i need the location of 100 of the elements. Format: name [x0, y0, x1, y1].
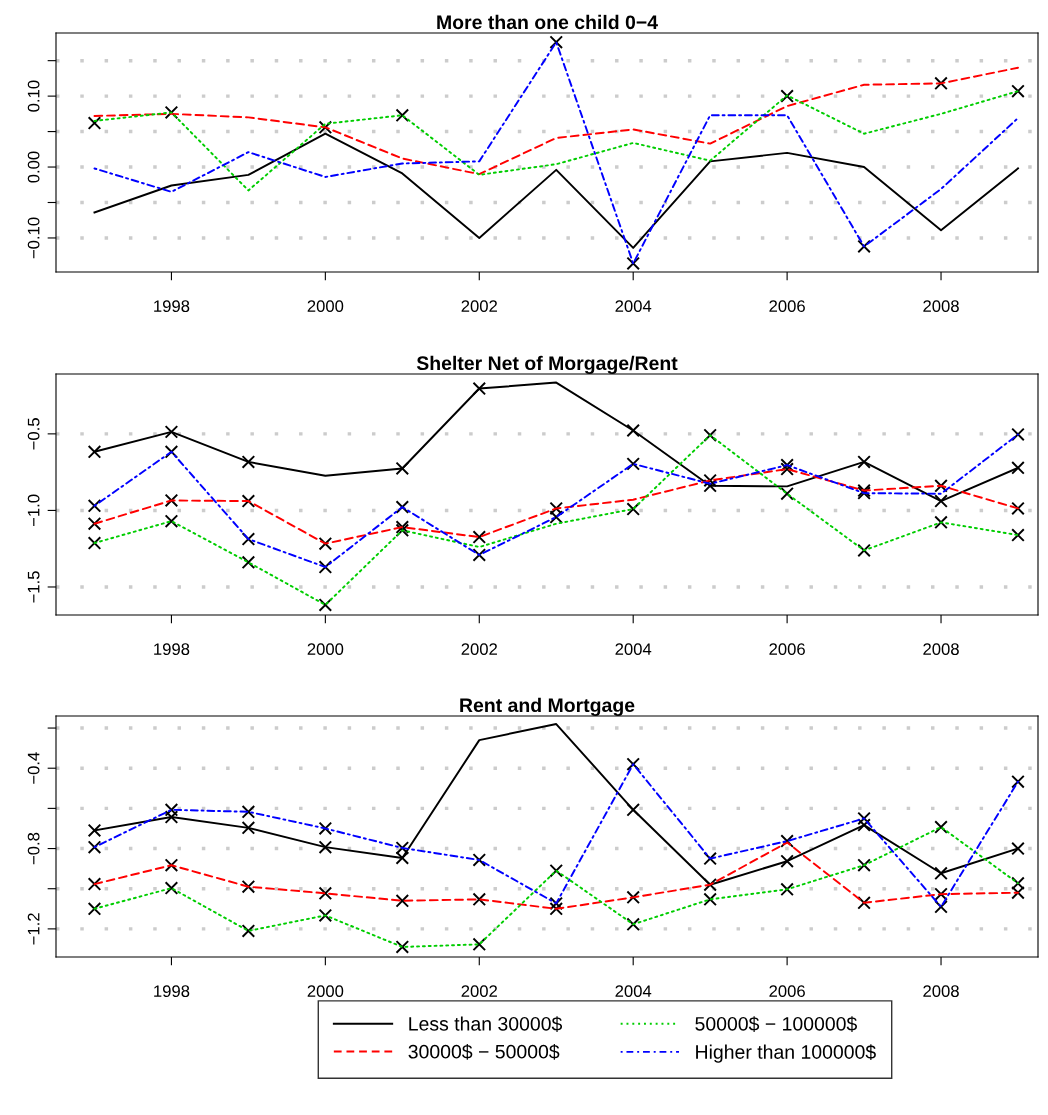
point — [472, 892, 487, 907]
line-series — [93, 90, 1019, 192]
point — [87, 823, 102, 838]
point — [318, 598, 333, 612]
point — [857, 239, 871, 254]
point — [241, 821, 256, 835]
point — [780, 486, 794, 501]
x-tick-label: 2008 — [923, 300, 959, 313]
point — [780, 834, 794, 848]
point — [318, 908, 333, 923]
point — [241, 494, 256, 508]
point — [857, 455, 871, 469]
x-tick-label: 2006 — [769, 985, 805, 998]
point — [164, 514, 179, 528]
point — [626, 803, 640, 817]
y-tick-label: −0.10 — [27, 217, 40, 259]
point — [472, 853, 487, 867]
point — [472, 937, 487, 952]
point — [241, 455, 256, 469]
point — [318, 821, 333, 836]
chart-title: Shelter Net of Morgage/Rent — [416, 355, 678, 374]
point — [934, 515, 948, 530]
legend-label: Higher than 100000$ — [696, 1044, 876, 1063]
point — [703, 892, 717, 907]
point — [626, 256, 640, 271]
point — [934, 887, 948, 901]
x-tick-label: 2002 — [461, 985, 497, 998]
point — [934, 494, 948, 508]
point — [1011, 841, 1025, 856]
point — [395, 523, 410, 538]
point — [164, 105, 179, 120]
point — [87, 445, 102, 459]
point — [857, 811, 871, 826]
point — [626, 502, 640, 516]
line-series — [93, 468, 1019, 545]
point — [780, 462, 794, 476]
point — [626, 457, 640, 471]
point — [241, 532, 256, 546]
point — [318, 536, 333, 551]
x-tick-label: 2004 — [615, 300, 652, 313]
point — [318, 560, 333, 574]
legend-label: 50000$ − 100000$ — [695, 1016, 857, 1032]
x-tick-label: 2002 — [461, 643, 497, 656]
point — [164, 425, 179, 439]
point — [934, 76, 948, 91]
point — [549, 501, 564, 516]
point — [703, 877, 717, 892]
point — [395, 108, 410, 123]
point — [934, 900, 948, 914]
point — [1011, 84, 1025, 98]
point — [87, 516, 102, 531]
point — [1011, 774, 1025, 789]
x-tick-label: 2006 — [769, 300, 805, 313]
point — [549, 510, 564, 524]
point — [549, 896, 564, 911]
point — [164, 858, 179, 872]
point — [395, 841, 410, 855]
line-series — [93, 763, 1019, 908]
point — [703, 851, 717, 866]
line-series — [93, 66, 1019, 176]
point — [1011, 528, 1025, 542]
point — [1011, 885, 1025, 900]
point — [241, 879, 256, 894]
point — [703, 478, 717, 493]
point — [318, 886, 333, 901]
y-tick-label: −0.4 — [27, 752, 40, 784]
point — [857, 895, 871, 910]
point — [164, 881, 179, 895]
point — [472, 548, 487, 562]
point — [164, 810, 179, 824]
point — [549, 35, 564, 49]
point — [472, 381, 487, 396]
point — [1011, 876, 1025, 891]
point — [164, 493, 179, 508]
point — [87, 499, 102, 513]
point — [87, 536, 102, 550]
line-series — [93, 433, 1019, 569]
point — [241, 555, 256, 570]
x-tick-label: 2000 — [307, 300, 344, 313]
x-tick-label: 2004 — [615, 643, 652, 656]
point — [857, 543, 871, 558]
point — [934, 866, 948, 881]
point — [87, 116, 102, 130]
chart-title: More than one child 0−4 — [437, 14, 658, 30]
point — [780, 89, 794, 103]
line-series — [93, 841, 1019, 910]
x-tick-label: 2000 — [307, 643, 344, 656]
line-series — [93, 41, 1019, 265]
point — [1011, 501, 1025, 516]
point — [395, 500, 410, 514]
point — [87, 902, 102, 916]
point — [395, 940, 410, 954]
point — [626, 757, 640, 771]
point — [318, 840, 333, 854]
y-tick-label: −0.8 — [27, 832, 40, 865]
point — [1011, 461, 1025, 475]
point — [164, 803, 179, 817]
point — [318, 120, 333, 135]
point — [780, 458, 794, 472]
y-tick-label: −0.5 — [27, 418, 40, 450]
